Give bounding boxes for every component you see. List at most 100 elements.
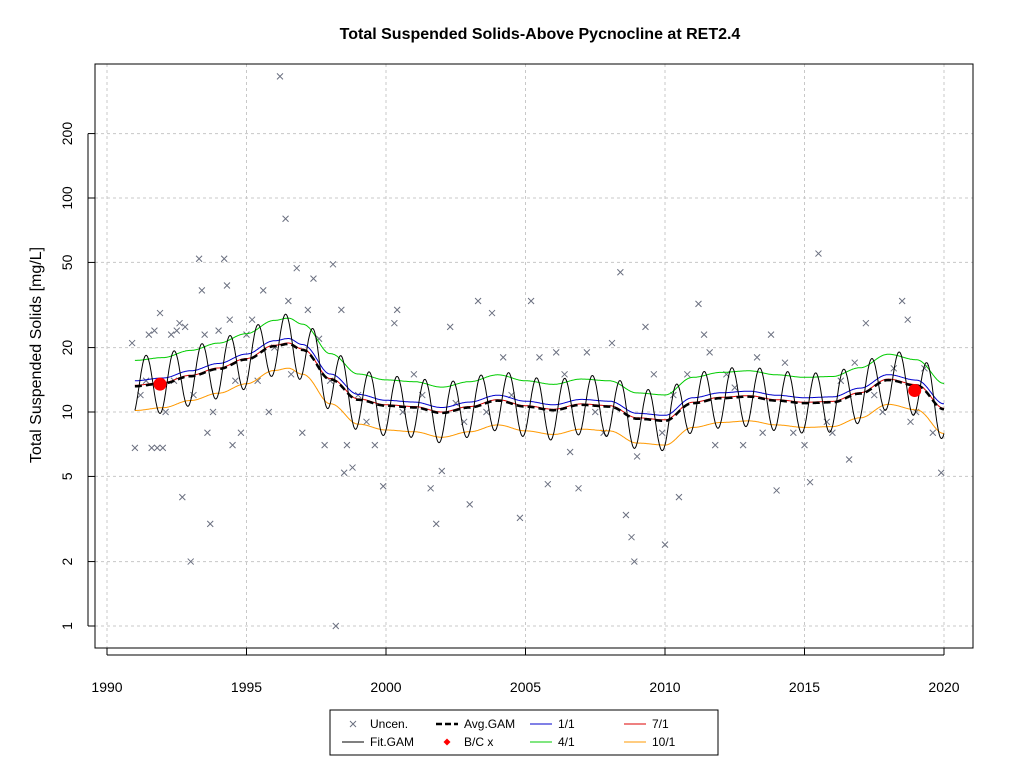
legend-item: Uncen. (349, 717, 408, 731)
x-tick-label: 1995 (231, 679, 262, 695)
y-tick-label: 100 (59, 186, 75, 210)
observation-point (315, 335, 323, 343)
observation-point (226, 316, 234, 324)
observation-point (561, 370, 568, 378)
legend-label: B/C x (464, 735, 493, 749)
observation-point (145, 331, 153, 338)
observation-point (630, 558, 638, 565)
observation-point (427, 484, 434, 492)
observation-point (937, 469, 945, 477)
legend-label: 10/1 (652, 735, 676, 749)
observation-point (438, 467, 446, 475)
x-tick-label: 2005 (510, 679, 541, 695)
plot-frame (94, 63, 974, 649)
observation-point (706, 348, 713, 356)
x-tick-label: 1990 (91, 679, 122, 695)
observation-point (683, 370, 691, 378)
observation-point (371, 441, 379, 449)
legend-item: Fit.GAM (342, 735, 414, 749)
observation-point (310, 275, 317, 282)
observation-point (823, 418, 831, 426)
observation-point (349, 464, 356, 471)
observation-point (410, 370, 418, 378)
observation-point (204, 429, 211, 437)
observation-point (254, 377, 262, 385)
observation-point (393, 306, 401, 314)
observation-point (187, 558, 195, 565)
x-tick-label: 2010 (649, 679, 680, 695)
axes: 1990 1995 2000 2005 2010 2015 2020 1 2 5 10 20 50 100… (59, 122, 960, 695)
observation-point (304, 306, 312, 314)
observation-point (173, 327, 181, 334)
observation-point (544, 480, 552, 488)
observation-point (661, 541, 669, 548)
observation-point (220, 255, 228, 263)
observation-point (153, 444, 161, 452)
observation-point (628, 533, 635, 541)
observation-point (148, 444, 155, 452)
observation-point (176, 319, 183, 327)
observation-point (379, 482, 387, 490)
observation-point (293, 264, 301, 272)
legend-symbol-x (349, 720, 357, 728)
observation-point (321, 441, 328, 449)
observation-point (675, 493, 683, 501)
observation-point (198, 287, 206, 294)
observation-point (167, 331, 175, 338)
observation-point (284, 297, 292, 305)
observation-point (391, 319, 398, 327)
plot-area (128, 73, 945, 630)
legend-label: 7/1 (652, 717, 669, 731)
observation-point (282, 215, 289, 223)
legend-item: B/C x (443, 735, 493, 749)
observation-point (862, 319, 870, 327)
observation-point (237, 429, 245, 437)
observation-point (801, 441, 808, 449)
observation-point (566, 448, 574, 456)
observation-point (851, 359, 859, 367)
observation-point (575, 484, 582, 492)
observation-point (552, 348, 560, 356)
observation-point (128, 339, 136, 347)
avg-gam-line (134, 342, 945, 423)
y-tick-label: 200 (59, 122, 75, 146)
observation-point (695, 300, 702, 308)
observation-point (340, 469, 348, 477)
observation-point (142, 377, 150, 385)
y-tick-label: 20 (59, 340, 75, 356)
observation-point (773, 487, 780, 494)
observation-point (276, 73, 284, 80)
observation-point (181, 323, 189, 331)
observation-point (658, 429, 666, 437)
legend-label: Avg.GAM (464, 717, 515, 731)
observation-point (231, 377, 239, 385)
y-tick-label: 2 (59, 557, 75, 565)
observation-point (156, 309, 164, 317)
observation-point (711, 441, 719, 449)
observation-point (488, 309, 496, 317)
observation-point (898, 297, 906, 305)
observation-point (483, 408, 490, 416)
observation-point (633, 453, 641, 460)
observation-point (789, 429, 797, 437)
observation-point (223, 282, 231, 289)
observation-point (617, 268, 624, 276)
y-tick-label: 5 (59, 472, 75, 480)
grid (95, 64, 973, 648)
y-tick-label: 1 (59, 622, 75, 630)
legend-box (329, 709, 719, 756)
observation-point (781, 359, 789, 367)
observation-point (815, 250, 822, 257)
observation-point (753, 354, 761, 361)
legend-label: 1/1 (558, 717, 575, 731)
observation-point (845, 456, 853, 463)
y-tick-label: 10 (59, 404, 75, 420)
bc-point (153, 377, 167, 391)
observation-point (195, 255, 203, 263)
observation-point (583, 348, 591, 356)
observation-point (229, 441, 236, 449)
observation-point (243, 331, 250, 338)
observation-point (343, 441, 351, 449)
observation-point (259, 287, 267, 294)
